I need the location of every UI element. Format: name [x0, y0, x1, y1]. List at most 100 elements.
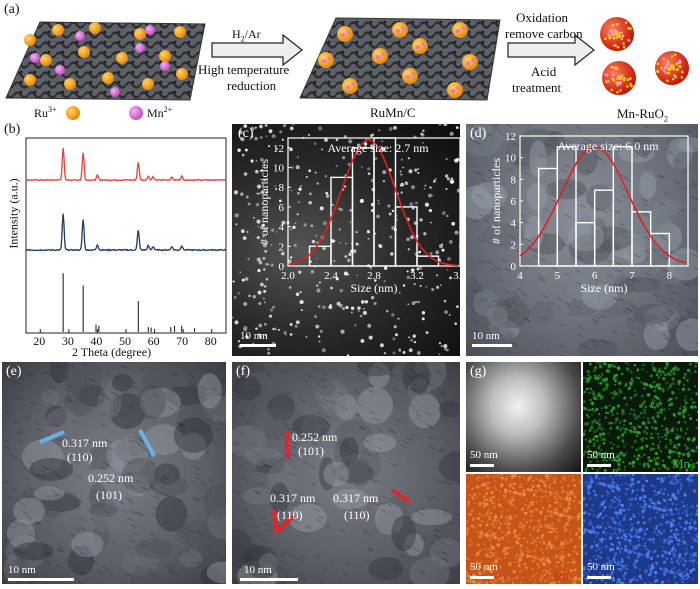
mn-map-label: Mn [672, 456, 691, 471]
mn-ion [75, 31, 85, 41]
scale-bar-e [8, 578, 74, 581]
rumn-particle [372, 48, 388, 64]
ru-ion [24, 74, 36, 86]
arrow2-top-text-2: remove carbon [505, 26, 583, 41]
xrd-xtick: 40 [90, 334, 103, 348]
e-d1: 0.317 nm [62, 436, 108, 450]
hist-xtick: 2.4 [324, 270, 338, 282]
panel-e-label: (e) [6, 364, 22, 379]
hist-xlabel: Size (nm) [351, 281, 398, 295]
histogram-bar [593, 189, 615, 267]
rumn-particle [402, 68, 418, 84]
ru-ion [78, 46, 90, 58]
lattice-markers-e [39, 429, 156, 457]
panel-c-label: (c) [238, 126, 254, 141]
scale-bar-g3 [470, 576, 494, 579]
f-d1: 0.252 nm [292, 430, 338, 444]
hist-title: Average size: 2.7 nm [327, 141, 429, 155]
rumn-particle [462, 54, 478, 70]
ru-map [466, 474, 581, 584]
xrd-xtick: 30 [61, 334, 74, 348]
arrow1-top-text: H2/Ar [232, 27, 261, 44]
hist-title: Average size: 6.0 nm [557, 139, 659, 153]
hist-xtick: 5 [555, 270, 561, 282]
hist-xtick: 2.0 [281, 270, 295, 282]
rumn-particle [452, 22, 468, 38]
scale-text-d: 10 nm [472, 330, 500, 342]
scale-text-g1: 50 nm [470, 449, 498, 461]
xrd-plot [25, 137, 227, 334]
histogram-bar [394, 206, 418, 267]
panel-f-label: (f) [236, 364, 250, 379]
ru-ion [64, 78, 76, 90]
o-map-label: O [680, 568, 690, 583]
xrd-ylabel: Intensity (a.u.) [6, 178, 21, 249]
scale-bar-g4 [587, 576, 611, 579]
hist-ytick: 10 [505, 153, 517, 165]
hist-ylabel: # of nanoparticles [257, 159, 271, 245]
hist-ytick: 2 [511, 239, 517, 251]
rumn-particle [447, 82, 463, 98]
histogram-d: 0 2 4 6 8 10 12 4 5 6 7 8 Average size: 6.0 nm Size (… [489, 131, 689, 295]
scale-text-e: 10 nm [8, 564, 36, 576]
mn-ion [135, 43, 145, 53]
ru-ion [24, 34, 36, 46]
mn-ion [110, 87, 120, 97]
panel-d-label: (d) [470, 126, 487, 141]
f-h1: (101) [298, 444, 324, 458]
rumn-particle [392, 22, 408, 38]
scale-bar-c [240, 344, 276, 347]
arrow2-bottom-text-1: Acid [531, 64, 557, 79]
f-d2: 0.317 nm [270, 491, 316, 505]
e-h1: (110) [67, 450, 93, 464]
panel-b-label: (b) [4, 122, 21, 137]
gaussian-fit [287, 139, 458, 267]
legend-mn-text: Mn2+ [147, 105, 173, 120]
hist-ytick: 8 [279, 182, 285, 194]
histogram-bar [537, 167, 559, 267]
hist-ytick: 6 [511, 196, 517, 208]
ru-ion [116, 52, 128, 64]
histogram-bar [575, 221, 596, 267]
hist-ylabel: # of nanoparticles [489, 158, 503, 244]
arrow1-bottom-text-1: High temperature [198, 62, 290, 77]
ru-ion [159, 50, 171, 62]
ru-ion [52, 24, 64, 36]
histogram-frame [519, 135, 689, 267]
scale-text-f: 10 nm [244, 564, 272, 576]
arrow2-bottom-text-2: treatment [512, 80, 562, 95]
mn-ion [55, 65, 65, 75]
e-h2: (101) [96, 488, 122, 502]
histogram-bar [649, 232, 671, 267]
ru-ion [174, 26, 186, 38]
haadf-image-g [466, 362, 581, 472]
hist-ytick: 4 [511, 218, 517, 230]
scale-bar-f [240, 578, 298, 581]
hist-xtick: 3.2 [410, 270, 424, 282]
scale-bar-g2 [587, 464, 611, 467]
mn-legend-marker [129, 106, 143, 120]
histogram-bar [373, 137, 397, 267]
scale-bar-d [472, 344, 512, 347]
mn-map [583, 362, 698, 472]
hist-ytick: 0 [279, 261, 285, 273]
hist-xtick: 2.8 [367, 270, 381, 282]
xrd-xlabel: 2 Theta (degree) [72, 345, 152, 359]
hist-ytick: 0 [511, 261, 517, 273]
carbon-support-1 [5, 21, 206, 101]
xrd-xtick: 80 [204, 334, 217, 348]
f-d3: 0.317 nm [333, 491, 379, 505]
hist-ytick: 8 [511, 174, 517, 186]
xrd-xtick: 50 [119, 334, 131, 348]
ru-ion [134, 28, 146, 40]
hrtem-image-f [232, 362, 460, 584]
hist-ytick: 4 [279, 222, 285, 234]
legend-ru-text: Ru3+ [34, 105, 57, 120]
ru-ion [102, 72, 114, 84]
mn-ion [160, 61, 170, 71]
ru-ion [176, 68, 188, 80]
panel-g-label: (g) [470, 364, 487, 379]
histogram-bar [612, 146, 633, 267]
histogram-c: 0 2 4 6 8 10 12 2.0 2.4 2.8 3.2 3.6 Average size: 2.… [257, 137, 460, 295]
hist-xtick: 7 [629, 270, 635, 282]
